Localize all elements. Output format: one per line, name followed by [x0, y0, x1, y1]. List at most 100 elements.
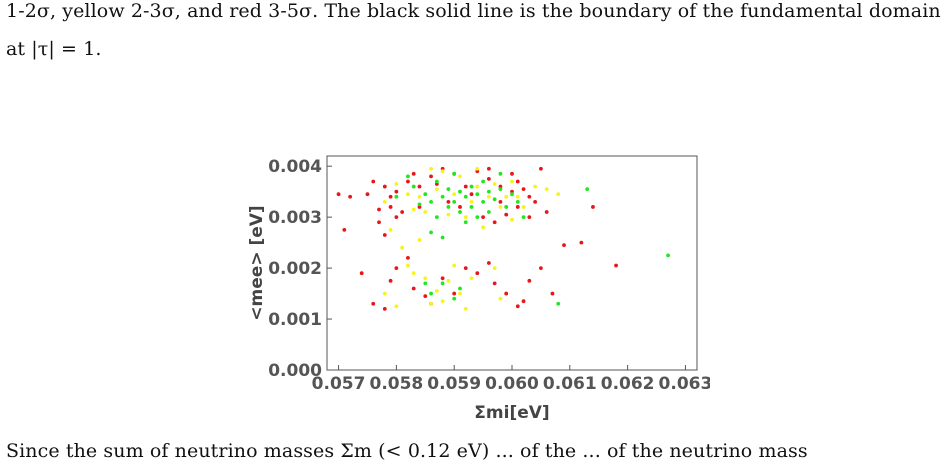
point-s2-36 — [440, 281, 445, 286]
point-s2-11 — [458, 189, 462, 194]
point-s0-34 — [382, 233, 387, 237]
x-tick-label-4: 0.061 — [543, 374, 597, 394]
point-s1-27 — [411, 271, 416, 276]
x-tick-label-0: 0.057 — [312, 374, 366, 394]
point-s2-40 — [585, 187, 590, 192]
point-s1-23 — [556, 192, 561, 197]
point-s2-0 — [417, 202, 422, 207]
point-s0-67 — [498, 199, 503, 204]
point-s1-42 — [440, 169, 445, 174]
paper-text-line-1: 1-2σ, yellow 2-3σ, and red 3-5σ. The bla… — [6, 0, 941, 22]
point-s0-39 — [388, 278, 393, 283]
point-s2-5 — [440, 194, 445, 199]
point-s2-13 — [463, 220, 468, 225]
point-s0-60 — [614, 263, 618, 268]
point-s0-50 — [492, 281, 497, 286]
y-tick-label-4: 0.004 — [268, 157, 322, 177]
point-s0-8 — [394, 215, 399, 220]
point-s2-14 — [469, 184, 474, 189]
point-s2-7 — [446, 187, 451, 192]
point-s0-2 — [365, 192, 370, 197]
point-s1-4 — [423, 210, 428, 214]
x-tick-label-2: 0.059 — [427, 374, 481, 394]
point-s2-10 — [458, 210, 462, 214]
scatter-chart: 0.057 0.058 0.059 0.060 0.061 0.062 0.063 0.00… — [247, 155, 710, 423]
x-tick-label-5: 0.062 — [601, 374, 655, 394]
point-s0-9 — [406, 179, 410, 184]
point-s0-30 — [481, 215, 485, 220]
point-s2-30 — [406, 174, 410, 179]
point-s1-44 — [411, 207, 416, 212]
point-s1-10 — [463, 215, 468, 220]
point-s0-42 — [411, 286, 416, 291]
point-s1-13 — [481, 225, 485, 230]
y-tick-label-0: 0.000 — [268, 361, 322, 381]
point-s2-24 — [504, 205, 509, 209]
point-s2-3 — [434, 215, 439, 220]
point-s0-12 — [429, 174, 433, 179]
point-s0-6 — [388, 194, 393, 199]
point-s1-39 — [394, 304, 399, 309]
scatter-points — [336, 166, 670, 311]
point-s0-54 — [527, 278, 532, 283]
point-s2-8 — [452, 199, 457, 204]
point-s0-58 — [579, 240, 584, 245]
point-s2-16 — [475, 192, 480, 197]
point-s0-23 — [533, 199, 538, 204]
x-tick-label-1: 0.058 — [369, 374, 423, 394]
paper-text-line-3: Since the sum of neutrino masses Σm (< 0… — [6, 440, 808, 462]
point-s2-31 — [394, 194, 399, 199]
point-s2-12 — [463, 194, 468, 199]
point-s0-48 — [475, 271, 480, 276]
point-s1-45 — [510, 179, 514, 184]
point-s1-28 — [417, 238, 422, 242]
x-axis-label: Σmi[eV] — [474, 403, 549, 423]
point-s0-45 — [440, 276, 445, 281]
x-axis: 0.057 0.058 0.059 0.060 0.061 0.062 0.063 — [312, 365, 710, 394]
point-s0-53 — [521, 299, 526, 304]
point-s0-47 — [463, 266, 468, 270]
point-s0-10 — [411, 171, 416, 176]
point-s2-6 — [446, 205, 451, 209]
point-s2-41 — [666, 253, 670, 258]
point-s1-20 — [521, 205, 526, 209]
x-tick-label-6: 0.063 — [659, 374, 710, 394]
point-s0-22 — [527, 194, 532, 199]
point-s0-40 — [394, 266, 399, 270]
point-s2-18 — [481, 199, 485, 204]
y-tick-label-1: 0.001 — [268, 310, 322, 330]
point-s1-35 — [458, 291, 462, 296]
point-s0-64 — [417, 184, 422, 189]
point-s1-31 — [434, 289, 439, 293]
plot-frame — [326, 155, 698, 371]
point-s1-11 — [469, 199, 474, 204]
point-s1-40 — [492, 266, 497, 270]
y-axis: 0.000 0.001 0.002 0.003 0.004 — [268, 157, 332, 381]
x-tick-label-3: 0.060 — [485, 374, 539, 394]
point-s1-16 — [498, 205, 503, 209]
point-s1-38 — [382, 291, 387, 296]
point-s0-5 — [382, 184, 387, 189]
point-s2-37 — [452, 296, 457, 301]
point-s2-33 — [498, 171, 503, 176]
point-s1-18 — [510, 217, 514, 222]
point-s1-22 — [544, 187, 549, 192]
point-s2-19 — [481, 179, 485, 184]
point-s1-29 — [423, 276, 428, 281]
point-s0-52 — [515, 304, 520, 309]
point-s0-27 — [515, 205, 520, 209]
point-s0-43 — [423, 294, 428, 299]
point-s0-57 — [562, 243, 566, 248]
point-s1-9 — [458, 174, 462, 179]
point-s2-17 — [475, 215, 480, 220]
y-tick-label-2: 0.002 — [268, 259, 322, 279]
point-s0-37 — [371, 301, 376, 306]
point-s2-15 — [469, 205, 474, 209]
point-s1-32 — [440, 299, 445, 304]
point-s1-8 — [452, 192, 457, 197]
y-tick-label-3: 0.003 — [268, 208, 322, 228]
point-s1-34 — [452, 263, 457, 268]
point-s2-4 — [434, 179, 439, 184]
point-s1-24 — [388, 227, 393, 232]
point-s1-2 — [406, 192, 410, 197]
